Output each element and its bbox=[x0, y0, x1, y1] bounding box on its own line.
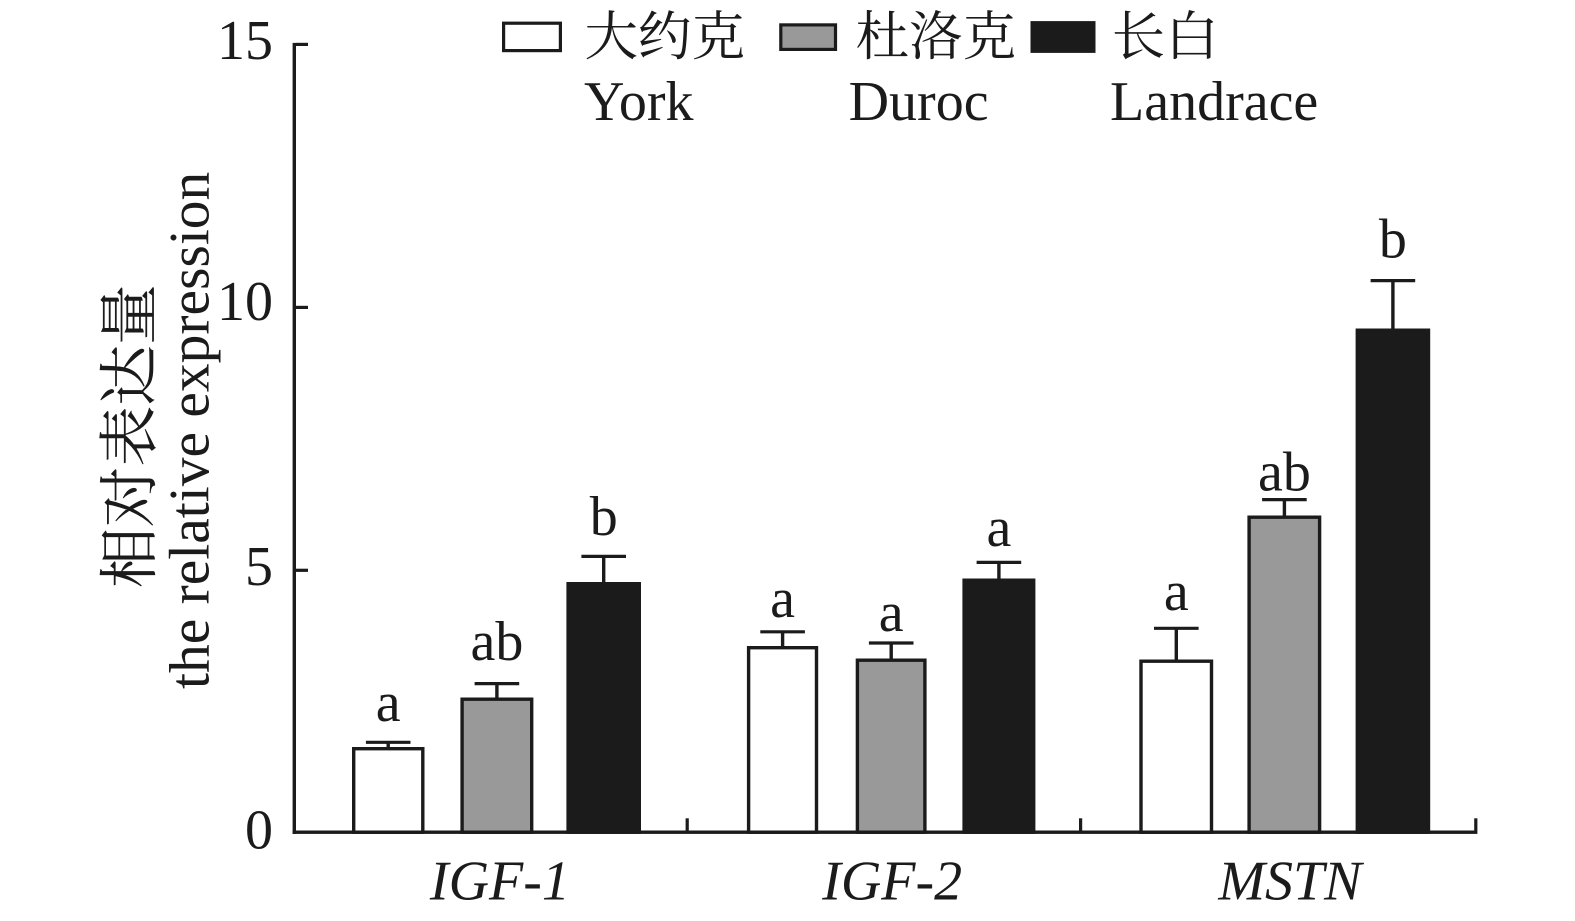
svg-text:5: 5 bbox=[245, 536, 273, 598]
svg-text:0: 0 bbox=[245, 799, 273, 861]
svg-text:MSTN: MSTN bbox=[1217, 850, 1364, 912]
svg-text:b: b bbox=[1379, 209, 1407, 271]
svg-text:IGF-1: IGF-1 bbox=[429, 850, 570, 912]
svg-text:a: a bbox=[1164, 561, 1189, 623]
svg-text:b: b bbox=[590, 486, 618, 548]
svg-text:Landrace: Landrace bbox=[1110, 71, 1318, 133]
svg-text:10: 10 bbox=[217, 271, 273, 333]
svg-text:a: a bbox=[770, 568, 795, 630]
svg-text:ab: ab bbox=[1258, 442, 1311, 504]
svg-text:a: a bbox=[879, 582, 904, 644]
svg-text:ab: ab bbox=[470, 611, 523, 673]
svg-text:a: a bbox=[986, 497, 1011, 559]
svg-text:IGF-2: IGF-2 bbox=[821, 850, 962, 912]
svg-text:Duroc: Duroc bbox=[849, 71, 989, 133]
svg-text:York: York bbox=[584, 71, 693, 133]
svg-text:the relative expression: the relative expression bbox=[159, 172, 222, 689]
svg-text:a: a bbox=[376, 672, 401, 734]
svg-text:15: 15 bbox=[217, 10, 273, 72]
